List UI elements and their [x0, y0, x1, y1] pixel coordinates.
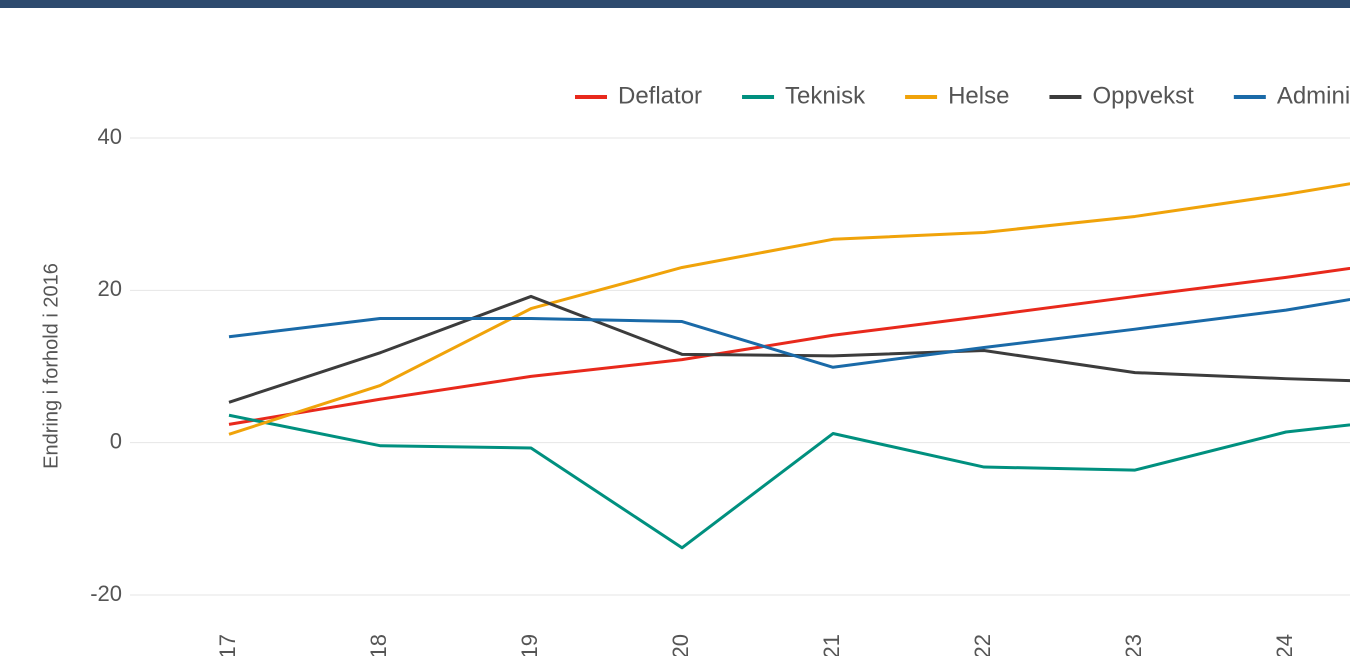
y-tick-label: 0 [110, 428, 122, 453]
x-tick-label: 2019 [517, 634, 542, 656]
x-tick-label: 2024 [1272, 634, 1297, 656]
series-line [228, 266, 1350, 426]
series-line [228, 297, 1350, 369]
y-tick-label: 20 [98, 276, 122, 301]
legend-label: Helse [948, 82, 1009, 109]
top-bar [0, 0, 1350, 8]
x-tick-label: 2018 [366, 634, 391, 656]
x-tick-label: 2017 [215, 634, 240, 656]
x-tick-label: 2022 [970, 634, 995, 656]
y-tick-label: 40 [98, 124, 122, 149]
legend-label: Oppvekst [1092, 82, 1194, 109]
y-axis-label: Endring i forhold i 2016 [40, 263, 62, 469]
legend-label: Deflator [618, 82, 702, 109]
legend-label: Teknisk [785, 82, 866, 109]
y-tick-label: -20 [90, 581, 122, 606]
x-tick-label: 2020 [668, 634, 693, 656]
x-tick-label: 2023 [1121, 634, 1146, 656]
x-tick-label: 2021 [819, 634, 844, 656]
series-line [228, 294, 1350, 404]
series-line [228, 182, 1350, 436]
legend-label: Administrasjon [1277, 82, 1350, 109]
series-line [228, 413, 1350, 550]
